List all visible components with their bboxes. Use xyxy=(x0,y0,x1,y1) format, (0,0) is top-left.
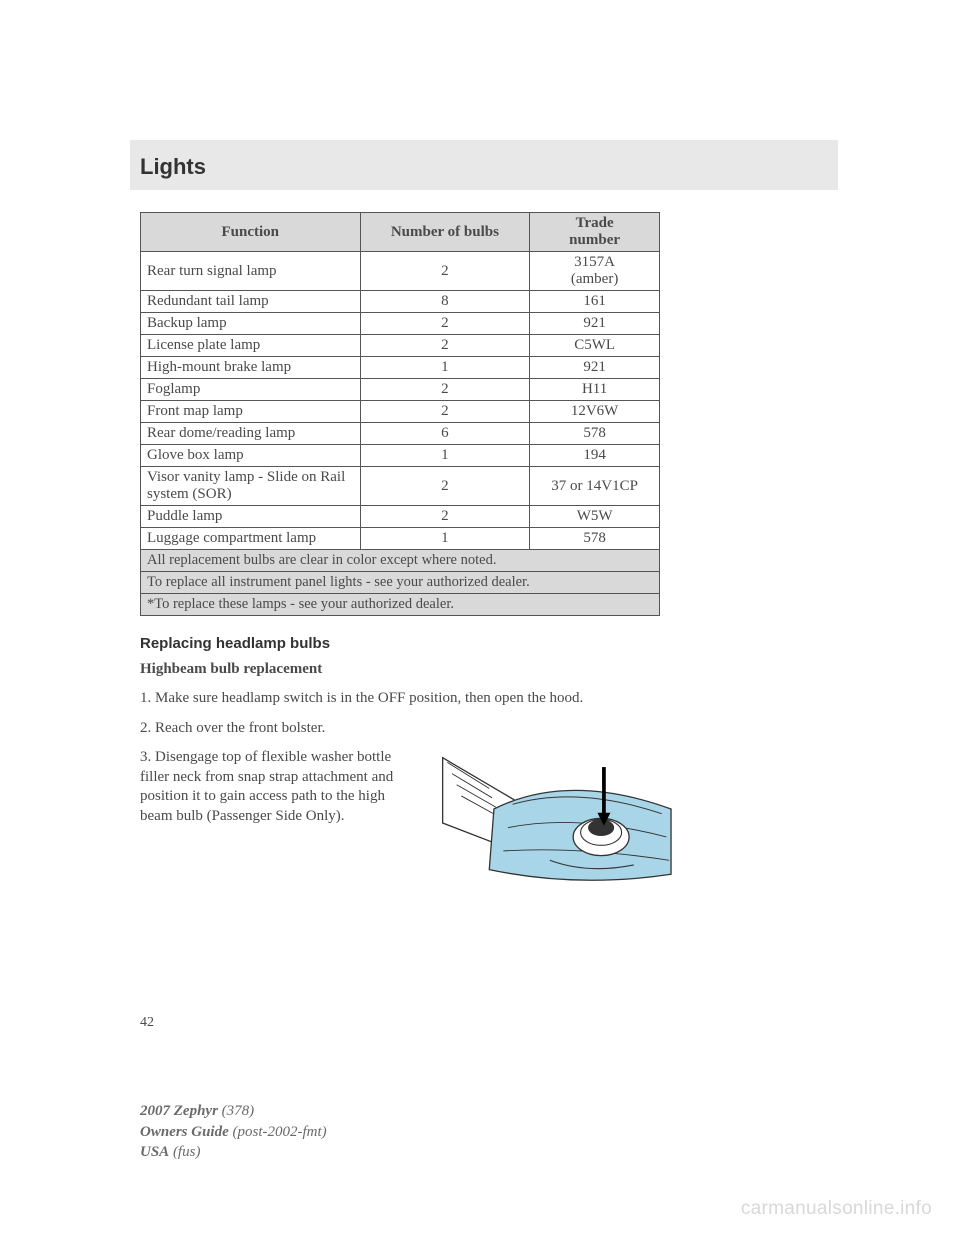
bulb-table: Function Number of bulbs Trade number Re… xyxy=(140,212,660,616)
footer-guide: Owners Guide xyxy=(140,1124,229,1140)
page-content: Lights Function Number of bulbs Trade nu… xyxy=(0,0,960,898)
table-row: Foglamp2H11 xyxy=(141,379,660,401)
col-number: Number of bulbs xyxy=(360,213,530,252)
table-row: Luggage compartment lamp1578 xyxy=(141,528,660,550)
table-row: Rear turn signal lamp23157A (amber) xyxy=(141,252,660,291)
table-row: Front map lamp212V6W xyxy=(141,401,660,423)
table-footnote: *To replace these lamps - see your autho… xyxy=(141,594,660,616)
section-header-bar: Lights xyxy=(130,140,838,190)
col-trade: Trade number xyxy=(530,213,660,252)
table-body: Rear turn signal lamp23157A (amber) Redu… xyxy=(141,252,660,616)
table-row: Backup lamp2921 xyxy=(141,313,660,335)
table-footnote: All replacement bulbs are clear in color… xyxy=(141,550,660,572)
page-number: 42 xyxy=(140,1015,154,1031)
table-row: Rear dome/reading lamp6578 xyxy=(141,423,660,445)
step-1: 1. Make sure headlamp switch is in the O… xyxy=(140,689,680,709)
footer-model: 2007 Zephyr xyxy=(140,1103,218,1119)
table-footnote: To replace all instrument panel lights -… xyxy=(141,572,660,594)
footer-fus: (fus) xyxy=(169,1144,200,1160)
watermark: carmanualsonline.info xyxy=(741,1198,932,1220)
table-row: Visor vanity lamp - Slide on Rail system… xyxy=(141,467,660,506)
body-text: Replacing headlamp bulbs Highbeam bulb r… xyxy=(140,634,680,898)
table-row: High-mount brake lamp1921 xyxy=(141,357,660,379)
table-row: Puddle lamp2W5W xyxy=(141,506,660,528)
footer: 2007 Zephyr (378) Owners Guide (post-200… xyxy=(140,1101,327,1162)
step-2: 2. Reach over the front bolster. xyxy=(140,719,680,739)
table-row: Glove box lamp1194 xyxy=(141,445,660,467)
footer-code: (378) xyxy=(218,1103,254,1119)
heading-highbeam: Highbeam bulb replacement xyxy=(140,660,680,680)
table-header-row: Function Number of bulbs Trade number xyxy=(141,213,660,252)
table-row: License plate lamp2C5WL xyxy=(141,335,660,357)
table-row: Redundant tail lamp8161 xyxy=(141,291,660,313)
illustration-engine-bay xyxy=(438,748,680,898)
footer-fmt: (post-2002-fmt) xyxy=(229,1124,327,1140)
col-function: Function xyxy=(141,213,361,252)
step-3: 3. Disengage top of flexible washer bott… xyxy=(140,748,420,826)
heading-replacing: Replacing headlamp bulbs xyxy=(140,634,680,654)
footer-region: USA xyxy=(140,1144,169,1160)
section-title: Lights xyxy=(140,154,820,180)
